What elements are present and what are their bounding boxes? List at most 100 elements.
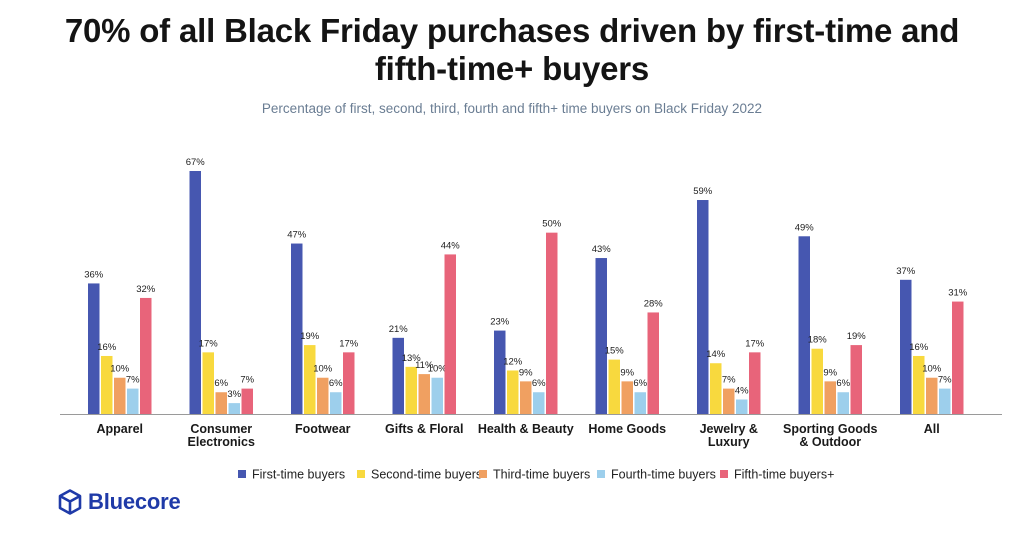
- x-tick-label: & Outdoor: [799, 435, 861, 449]
- bar: [101, 355, 113, 414]
- bar: [546, 232, 558, 414]
- data-label: 31%: [948, 288, 968, 299]
- bar: [343, 352, 355, 414]
- bar: [533, 392, 545, 414]
- x-tick-label: Gifts & Floral: [385, 422, 463, 436]
- data-label: 17%: [745, 338, 765, 349]
- data-label: 3%: [227, 389, 241, 400]
- data-label: 14%: [706, 349, 726, 360]
- legend-swatch: [357, 470, 365, 478]
- data-label: 44%: [441, 240, 461, 251]
- x-tick-label: Home Goods: [588, 422, 666, 436]
- x-tick-label: Electronics: [188, 435, 255, 449]
- x-tick-label: All: [924, 422, 940, 436]
- data-label: 47%: [287, 230, 307, 241]
- bar: [140, 297, 152, 414]
- legend-label: First-time buyers: [252, 468, 345, 482]
- data-label: 10%: [110, 364, 130, 375]
- bar: [88, 283, 100, 414]
- bar: [507, 370, 519, 414]
- data-label: 10%: [428, 364, 448, 375]
- chart-subtitle: Percentage of first, second, third, four…: [261, 101, 763, 116]
- data-label: 37%: [896, 266, 916, 277]
- bar: [317, 377, 329, 414]
- data-label: 6%: [214, 378, 228, 389]
- bar: [494, 330, 506, 414]
- data-label: 17%: [199, 338, 219, 349]
- data-label: 19%: [847, 331, 867, 342]
- data-label: 9%: [823, 367, 837, 378]
- bar: [621, 381, 633, 414]
- bar: [304, 345, 316, 414]
- bar: [900, 279, 912, 414]
- data-label: 67%: [186, 157, 206, 168]
- bar: [291, 243, 303, 414]
- data-label: 6%: [633, 378, 647, 389]
- x-tick-label: Footwear: [295, 422, 351, 436]
- legend-swatch: [597, 470, 605, 478]
- bar: [608, 359, 620, 414]
- data-label: 59%: [693, 186, 713, 197]
- data-label: 12%: [503, 356, 523, 367]
- bar: [215, 392, 227, 414]
- bar: [228, 403, 240, 414]
- data-label: 9%: [620, 367, 634, 378]
- legend-label: Second-time buyers: [371, 468, 482, 482]
- bar: [202, 352, 214, 414]
- chart-title: 70% of all Black Friday purchases driven…: [0, 12, 1024, 88]
- bar: [444, 254, 456, 414]
- bar: [850, 345, 862, 414]
- data-label: 6%: [329, 378, 343, 389]
- data-label: 49%: [795, 222, 815, 233]
- data-label: 7%: [126, 375, 140, 386]
- bar: [824, 381, 836, 414]
- bar: [798, 236, 810, 414]
- data-label: 21%: [389, 324, 409, 335]
- data-label: 7%: [240, 375, 254, 386]
- legend-swatch: [720, 470, 728, 478]
- bar: [837, 392, 849, 414]
- data-label: 13%: [402, 353, 422, 364]
- bar: [736, 399, 748, 414]
- legend-swatch: [238, 470, 246, 478]
- data-label: 4%: [735, 385, 749, 396]
- bar: [634, 392, 646, 414]
- data-label: 10%: [922, 364, 942, 375]
- x-tick-label: Apparel: [96, 422, 143, 436]
- data-label: 36%: [84, 269, 104, 280]
- bar: [723, 388, 735, 414]
- data-label: 16%: [97, 342, 117, 353]
- data-label: 19%: [300, 331, 320, 342]
- cube-icon: [58, 489, 82, 515]
- data-label: 43%: [592, 244, 612, 255]
- x-tick-label: Luxury: [708, 435, 750, 449]
- bar: [520, 381, 532, 414]
- bar: [913, 355, 925, 414]
- bar: [647, 312, 659, 414]
- data-label: 10%: [313, 364, 333, 375]
- data-label: 50%: [542, 219, 562, 230]
- brand-logo: Bluecore: [58, 488, 181, 516]
- title-line-2: fifth-time+ buyers: [374, 50, 650, 87]
- bar: [595, 258, 607, 414]
- data-label: 18%: [808, 335, 828, 346]
- bar: [431, 377, 443, 414]
- x-tick-label: Health & Beauty: [478, 422, 574, 436]
- data-label: 7%: [722, 375, 736, 386]
- bar: [697, 200, 709, 414]
- legend-swatch: [479, 470, 487, 478]
- data-label: 9%: [519, 367, 533, 378]
- bar: [952, 301, 964, 414]
- data-label: 7%: [938, 375, 952, 386]
- bar: [114, 377, 126, 414]
- data-label: 16%: [909, 342, 929, 353]
- legend-label: Fifth-time buyers+: [734, 468, 834, 482]
- data-label: 23%: [490, 317, 510, 328]
- bar: [392, 337, 404, 414]
- brand-name: Bluecore: [88, 489, 181, 514]
- data-label: 11%: [415, 360, 434, 371]
- bar: [241, 388, 253, 414]
- x-tick-label: Sporting Goods: [783, 422, 877, 436]
- bar: [939, 388, 951, 414]
